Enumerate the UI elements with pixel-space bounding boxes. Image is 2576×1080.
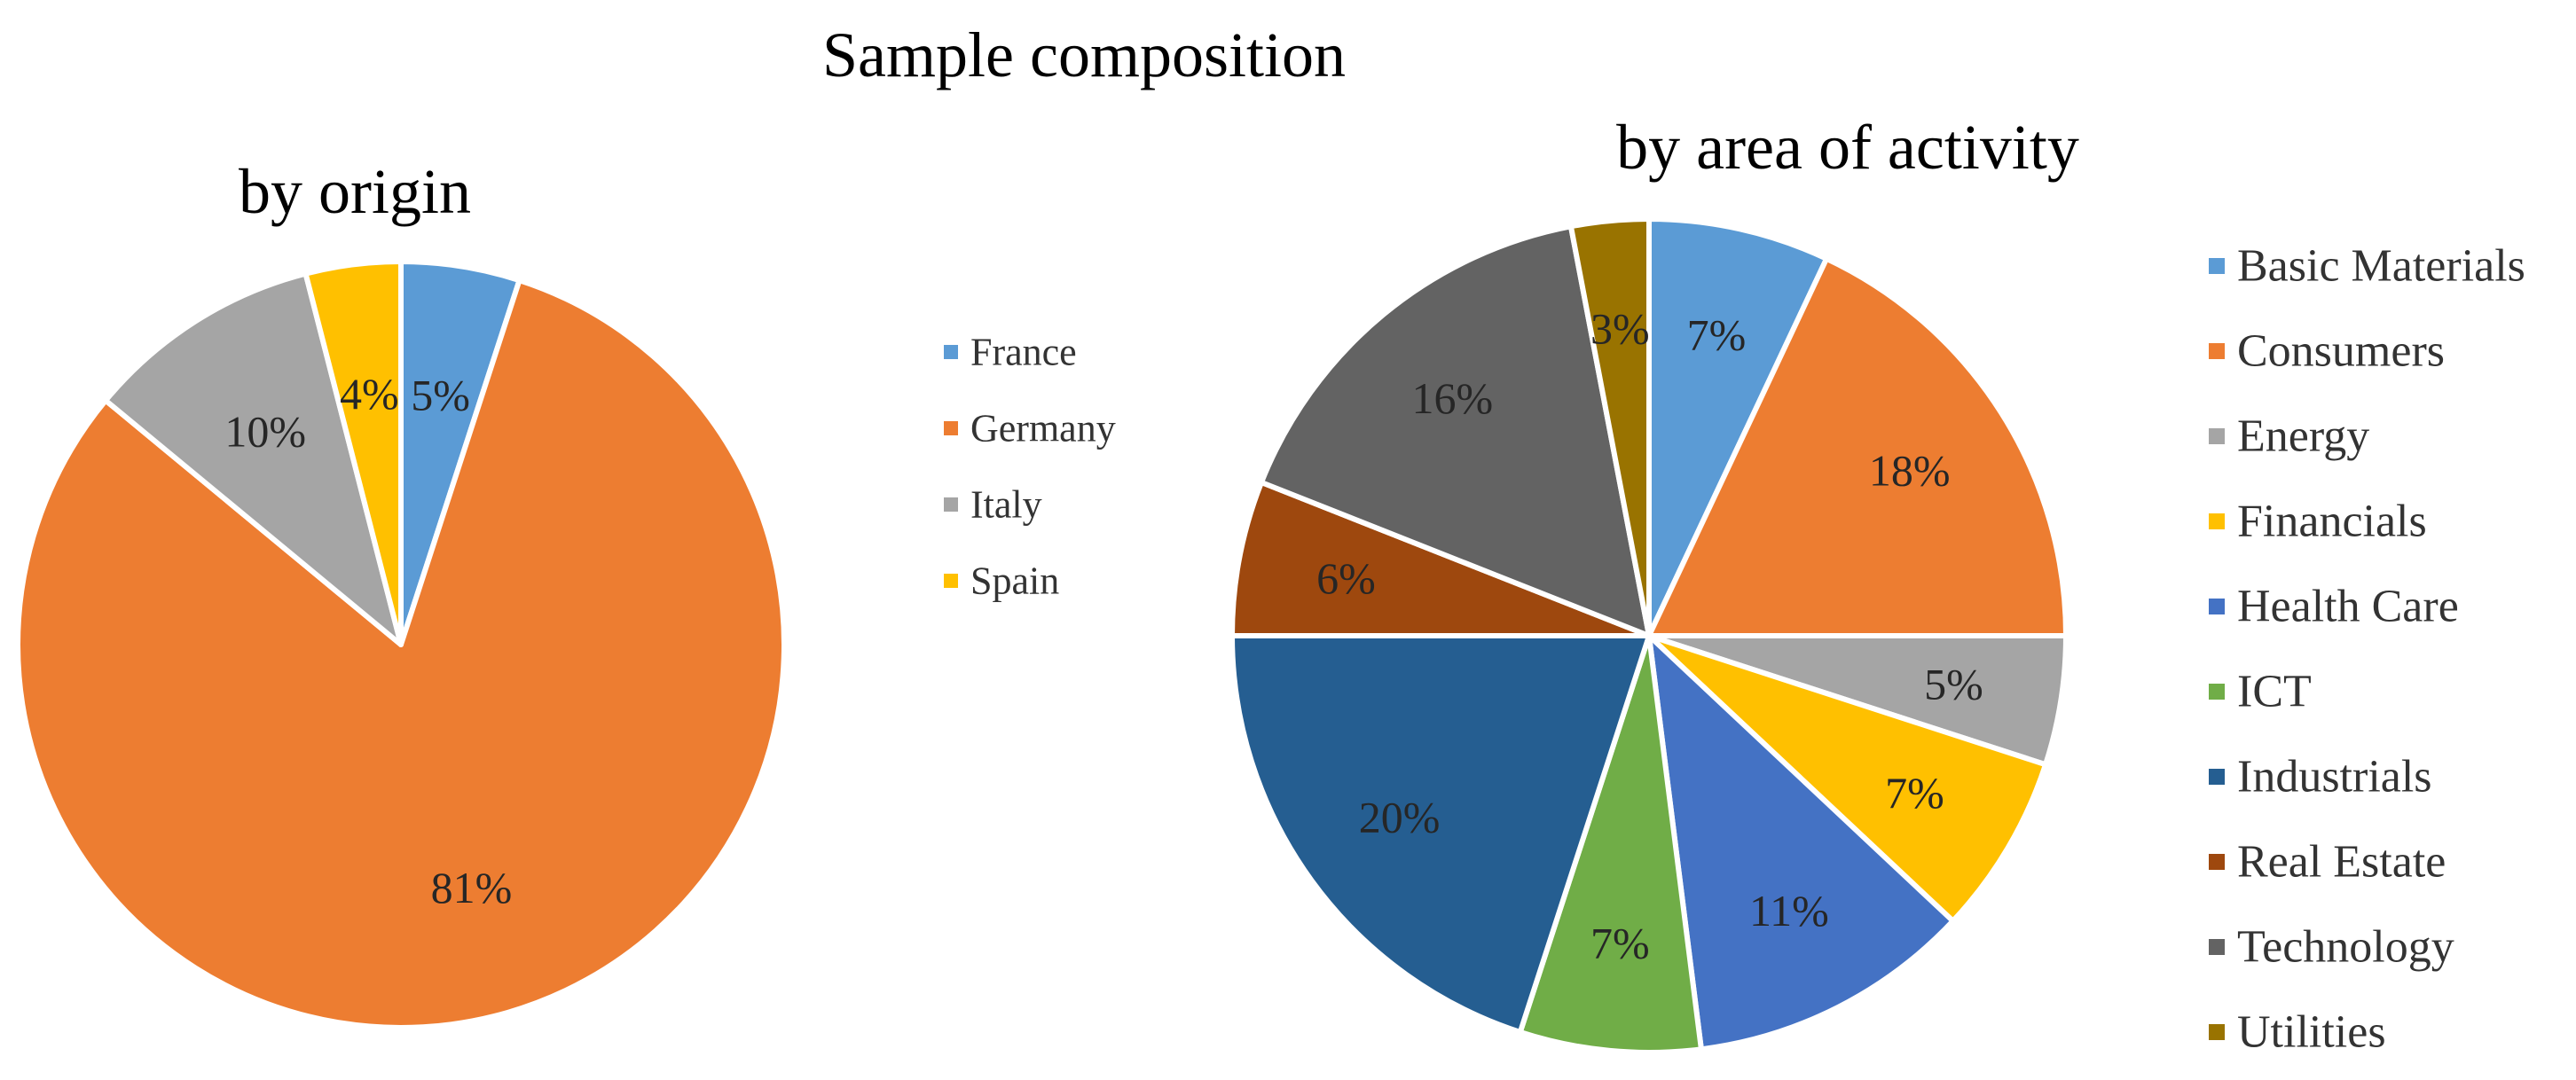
data-label-energy: 5% (1924, 659, 1983, 708)
pie-chart-activity: by area of activity 7% 18% 5% 7% 11% 7% 20% 6% 1… (1229, 112, 2525, 1058)
legend-marker-basic-materials (2209, 258, 2225, 274)
legend-label-germany: Germany (970, 407, 1116, 450)
legend-label-consumers: Consumers (2237, 326, 2445, 377)
data-label-technology: 16% (1411, 373, 1493, 423)
pie-labels-origin: 5% 81% 10% 4% (224, 369, 512, 912)
pie-slice-germany (15, 278, 787, 1030)
pie-slices-origin (15, 259, 787, 1030)
data-label-ict: 7% (1590, 918, 1650, 967)
legend-label-france: France (970, 331, 1077, 374)
legend-activity: Basic Materials Consumers Energy Financials… (2209, 241, 2525, 1058)
pie-slice-basic-materials (1646, 216, 1830, 638)
pie-chart-origin: by origin 5% 81% 10% 4% France Germany Italy S… (15, 156, 1116, 1030)
legend-label-basic-materials: Basic Materials (2237, 241, 2525, 292)
legend-marker-real-estate (2209, 854, 2225, 870)
data-label-france: 5% (411, 370, 470, 419)
legend-marker-france (944, 345, 958, 359)
legend-marker-financials (2209, 513, 2225, 529)
legend-marker-energy (2209, 428, 2225, 444)
data-label-health-care: 11% (1749, 886, 1829, 935)
figure-title: Sample composition (822, 20, 1346, 90)
legend-marker-spain (944, 574, 958, 588)
legend-label-italy: Italy (970, 483, 1042, 527)
pie-slice-industrials (1229, 633, 1652, 1035)
pie-slice-spain (302, 259, 404, 647)
legend-label-real-estate: Real Estate (2237, 837, 2446, 888)
data-label-spain: 4% (340, 369, 399, 419)
pie-slice-real-estate (1229, 479, 1652, 638)
legend-label-financials: Financials (2237, 497, 2427, 547)
legend-label-industrials: Industrials (2237, 752, 2432, 802)
data-label-germany: 81% (431, 863, 513, 912)
legend-label-utilities: Utilities (2237, 1007, 2386, 1058)
legend-marker-germany (944, 421, 958, 435)
pie-slice-utilities (1567, 216, 1652, 638)
legend-marker-industrials (2209, 769, 2225, 785)
data-label-basic-materials: 7% (1687, 310, 1747, 360)
pie-slices-activity (1229, 216, 2069, 1055)
pie-slice-financials (1646, 633, 2048, 924)
chart-title-origin: by origin (239, 156, 471, 227)
legend-label-energy: Energy (2237, 411, 2369, 462)
legend-marker-italy (944, 497, 958, 512)
legend-label-ict: ICT (2237, 667, 2312, 717)
legend-marker-technology (2209, 939, 2225, 955)
legend-marker-health-care (2209, 599, 2225, 614)
legend-label-spain: Spain (970, 560, 1059, 603)
data-label-consumers: 18% (1869, 446, 1951, 496)
data-label-italy: 10% (224, 406, 306, 456)
data-label-industrials: 20% (1359, 792, 1441, 841)
legend-origin: France Germany Italy Spain (944, 331, 1116, 603)
legend-marker-consumers (2209, 343, 2225, 359)
data-label-real-estate: 6% (1316, 553, 1376, 603)
legend-label-health-care: Health Care (2237, 582, 2459, 632)
legend-label-technology: Technology (2237, 922, 2454, 973)
pie-labels-activity: 7% 18% 5% 7% 11% 7% 20% 6% 16% 3% (1316, 304, 1983, 968)
pie-slice-health-care (1646, 633, 1956, 1053)
pie-slice-consumers (1646, 255, 2069, 638)
legend-marker-utilities (2209, 1024, 2225, 1040)
data-label-financials: 7% (1885, 768, 1944, 818)
legend-marker-ict (2209, 684, 2225, 700)
chart-title-activity: by area of activity (1616, 112, 2079, 183)
data-label-utilities: 3% (1590, 304, 1650, 354)
pie-slice-ict (1517, 633, 1704, 1055)
pie-slice-technology (1259, 223, 1652, 638)
